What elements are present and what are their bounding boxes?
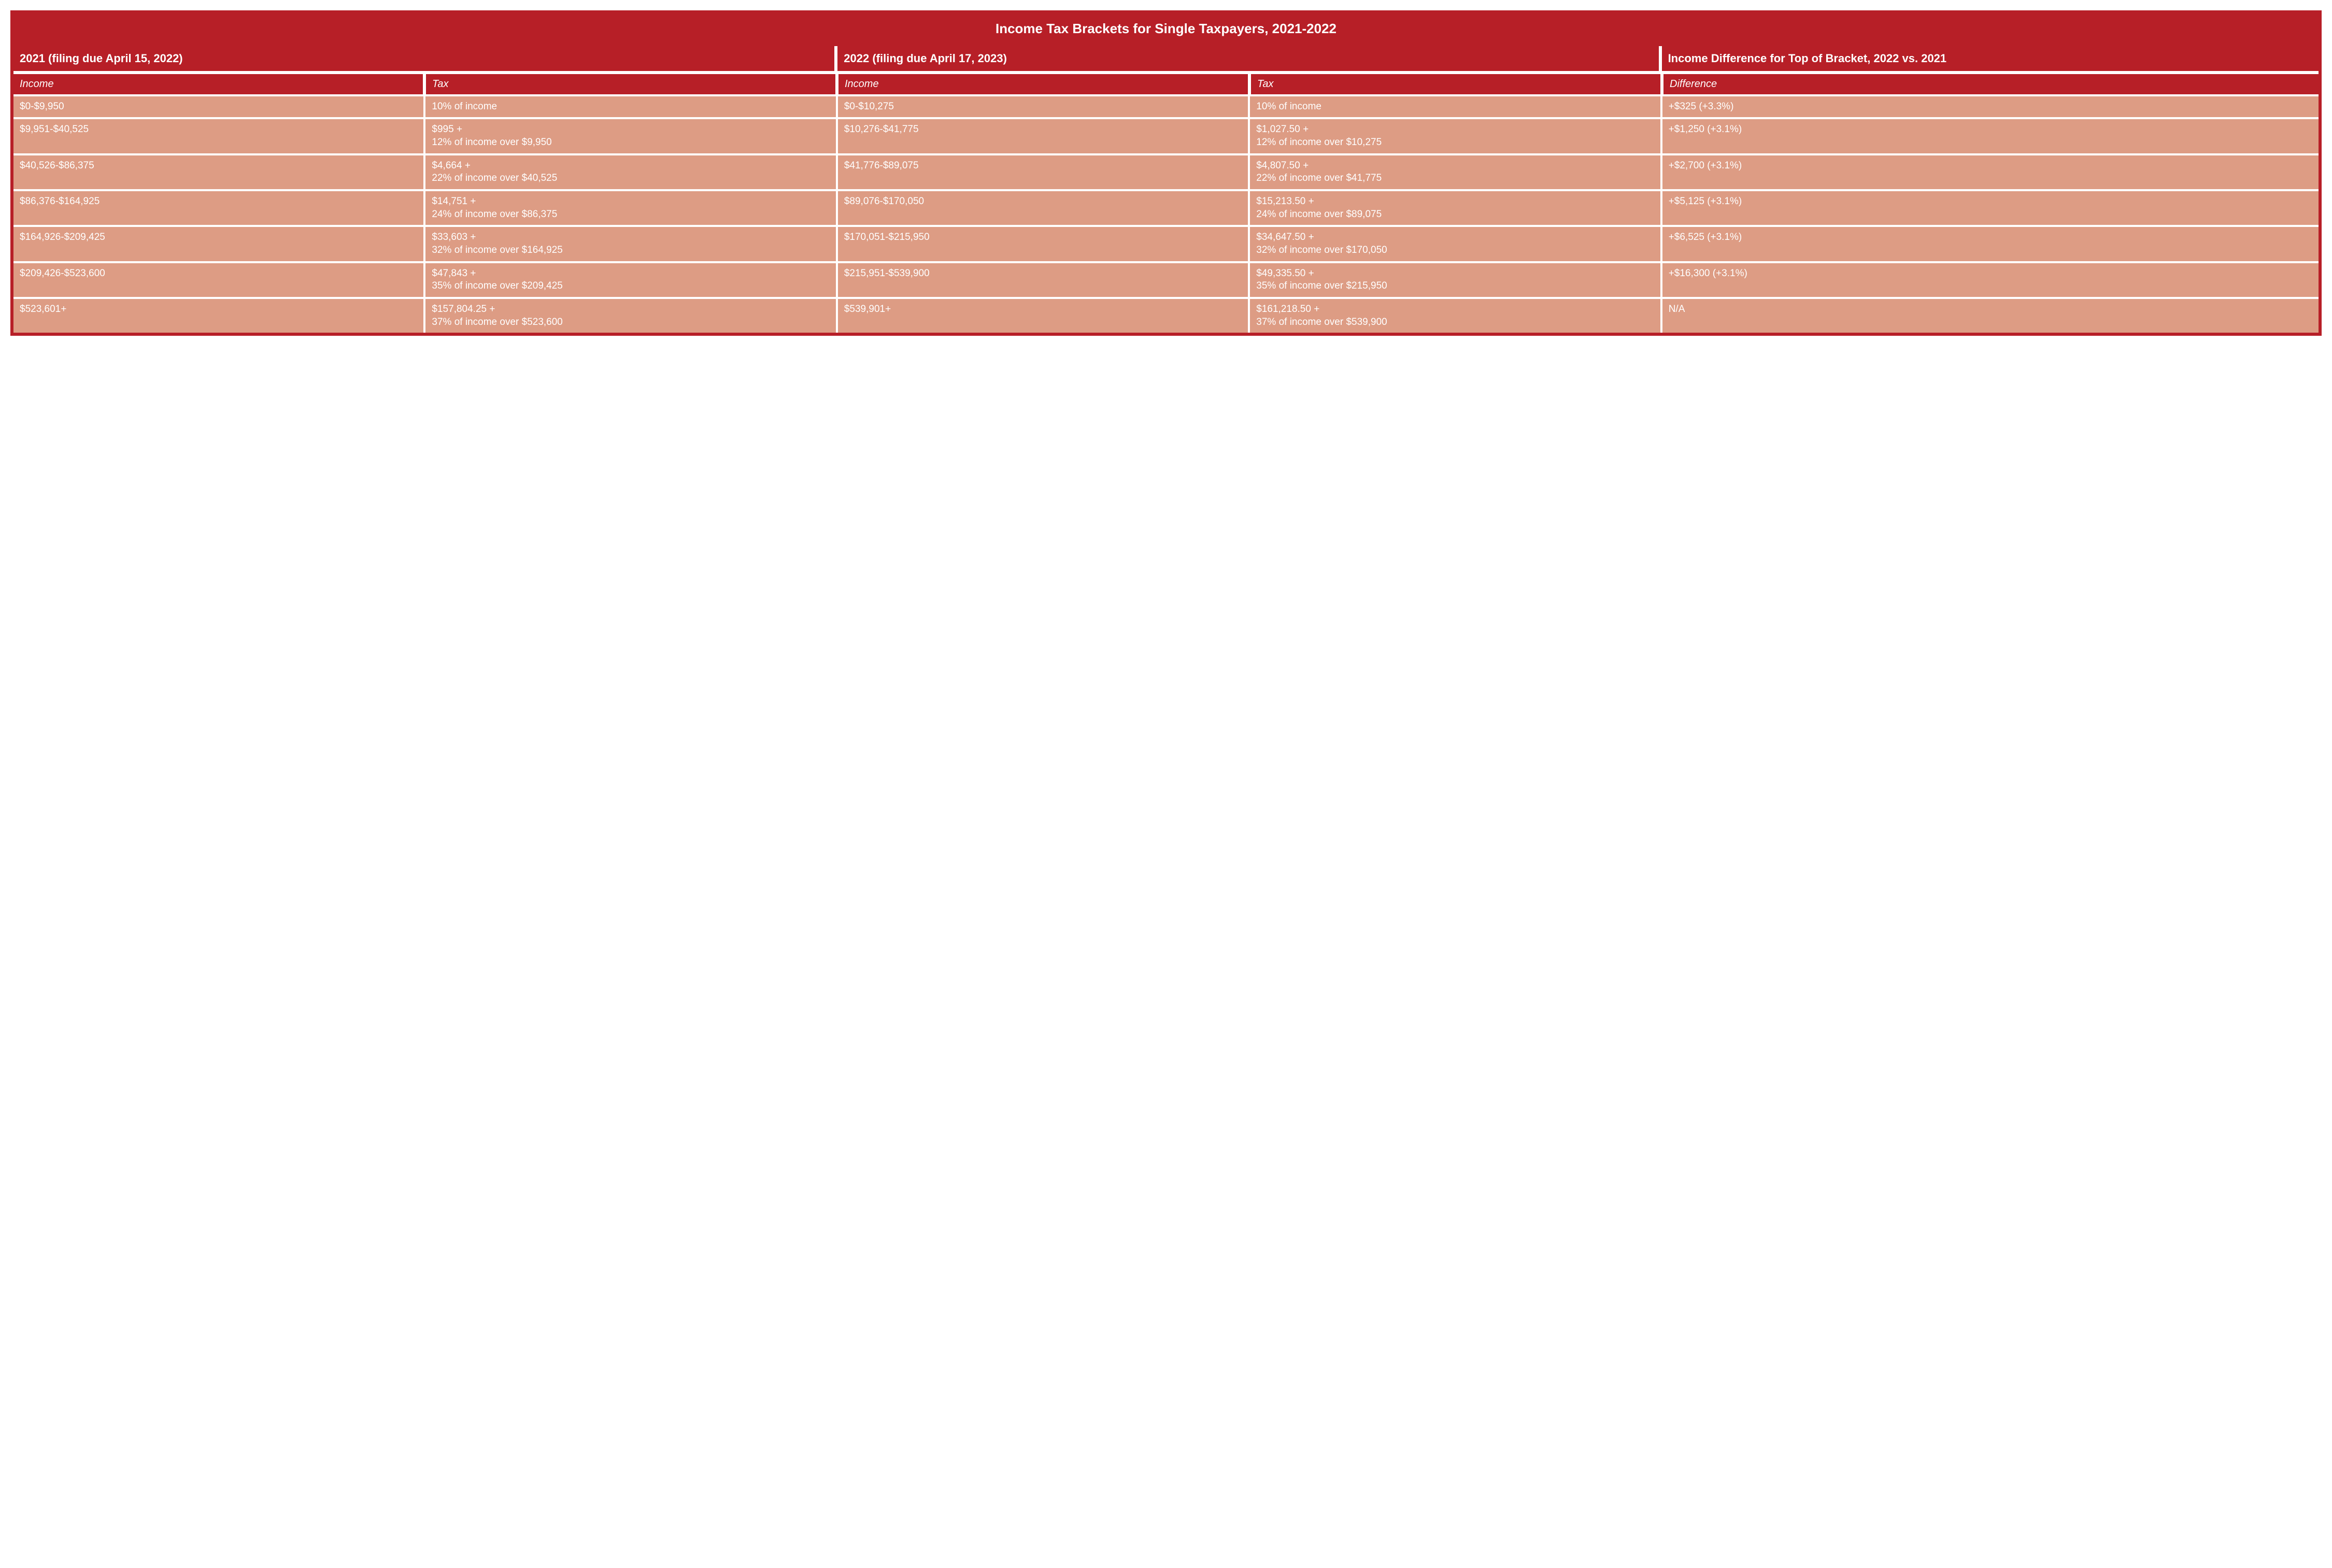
col-tax-2022: Tax bbox=[1251, 74, 1660, 94]
cell-tax-2022: $161,218.50 + 37% of income over $539,90… bbox=[1250, 299, 1660, 333]
col-tax-2021: Tax bbox=[426, 74, 835, 94]
cell-income-2022: $41,776-$89,075 bbox=[838, 155, 1248, 189]
cell-income-2022: $215,951-$539,900 bbox=[838, 263, 1248, 297]
cell-income-2021: $9,951-$40,525 bbox=[13, 119, 423, 153]
cell-tax-2021: $4,664 + 22% of income over $40,525 bbox=[425, 155, 835, 189]
cell-difference: +$1,250 (+3.1%) bbox=[1662, 119, 2319, 153]
cell-income-2022: $539,901+ bbox=[838, 299, 1248, 333]
cell-tax-2021: $33,603 + 32% of income over $164,925 bbox=[425, 227, 835, 261]
cell-tax-2022: $34,647.50 + 32% of income over $170,050 bbox=[1250, 227, 1660, 261]
cell-difference: +$5,125 (+3.1%) bbox=[1662, 191, 2319, 225]
cell-tax-2021: $14,751 + 24% of income over $86,375 bbox=[425, 191, 835, 225]
cell-tax-2022: 10% of income bbox=[1250, 96, 1660, 118]
cell-difference: +$325 (+3.3%) bbox=[1662, 96, 2319, 118]
cell-tax-2021: $47,843 + 35% of income over $209,425 bbox=[425, 263, 835, 297]
cell-tax-2022: $49,335.50 + 35% of income over $215,950 bbox=[1250, 263, 1660, 297]
cell-tax-2022: $15,213.50 + 24% of income over $89,075 bbox=[1250, 191, 1660, 225]
cell-income-2022: $89,076-$170,050 bbox=[838, 191, 1248, 225]
cell-difference: +$6,525 (+3.1%) bbox=[1662, 227, 2319, 261]
table-title: Income Tax Brackets for Single Taxpayers… bbox=[13, 13, 2319, 46]
section-header-row: 2021 (filing due April 15, 2022) 2022 (f… bbox=[13, 46, 2319, 71]
cell-difference: +$16,300 (+3.1%) bbox=[1662, 263, 2319, 297]
col-income-2021: Income bbox=[13, 74, 423, 94]
cell-difference: +$2,700 (+3.1%) bbox=[1662, 155, 2319, 189]
col-difference: Difference bbox=[1663, 74, 2319, 94]
cell-income-2021: $0-$9,950 bbox=[13, 96, 423, 118]
cell-tax-2021: $157,804.25 + 37% of income over $523,60… bbox=[425, 299, 835, 333]
cell-tax-2021: 10% of income bbox=[425, 96, 835, 118]
cell-income-2021: $523,601+ bbox=[13, 299, 423, 333]
cell-income-2022: $170,051-$215,950 bbox=[838, 227, 1248, 261]
cell-income-2021: $209,426-$523,600 bbox=[13, 263, 423, 297]
cell-income-2021: $86,376-$164,925 bbox=[13, 191, 423, 225]
cell-income-2022: $0-$10,275 bbox=[838, 96, 1248, 118]
sub-header-row: Income Tax Income Tax Difference bbox=[13, 74, 2319, 94]
cell-tax-2021: $995 + 12% of income over $9,950 bbox=[425, 119, 835, 153]
section-2022: 2022 (filing due April 17, 2023) bbox=[837, 46, 1658, 71]
section-difference: Income Difference for Top of Bracket, 20… bbox=[1662, 46, 2319, 71]
cell-income-2022: $10,276-$41,775 bbox=[838, 119, 1248, 153]
col-income-2022: Income bbox=[838, 74, 1248, 94]
cell-income-2021: $40,526-$86,375 bbox=[13, 155, 423, 189]
cell-tax-2022: $4,807.50 + 22% of income over $41,775 bbox=[1250, 155, 1660, 189]
cell-difference: N/A bbox=[1662, 299, 2319, 333]
tax-bracket-table: Income Tax Brackets for Single Taxpayers… bbox=[10, 10, 2322, 336]
cell-tax-2022: $1,027.50 + 12% of income over $10,275 bbox=[1250, 119, 1660, 153]
cell-income-2021: $164,926-$209,425 bbox=[13, 227, 423, 261]
section-2021: 2021 (filing due April 15, 2022) bbox=[13, 46, 834, 71]
table-body: $0-$9,950 10% of income $0-$10,275 10% o… bbox=[13, 96, 2319, 333]
